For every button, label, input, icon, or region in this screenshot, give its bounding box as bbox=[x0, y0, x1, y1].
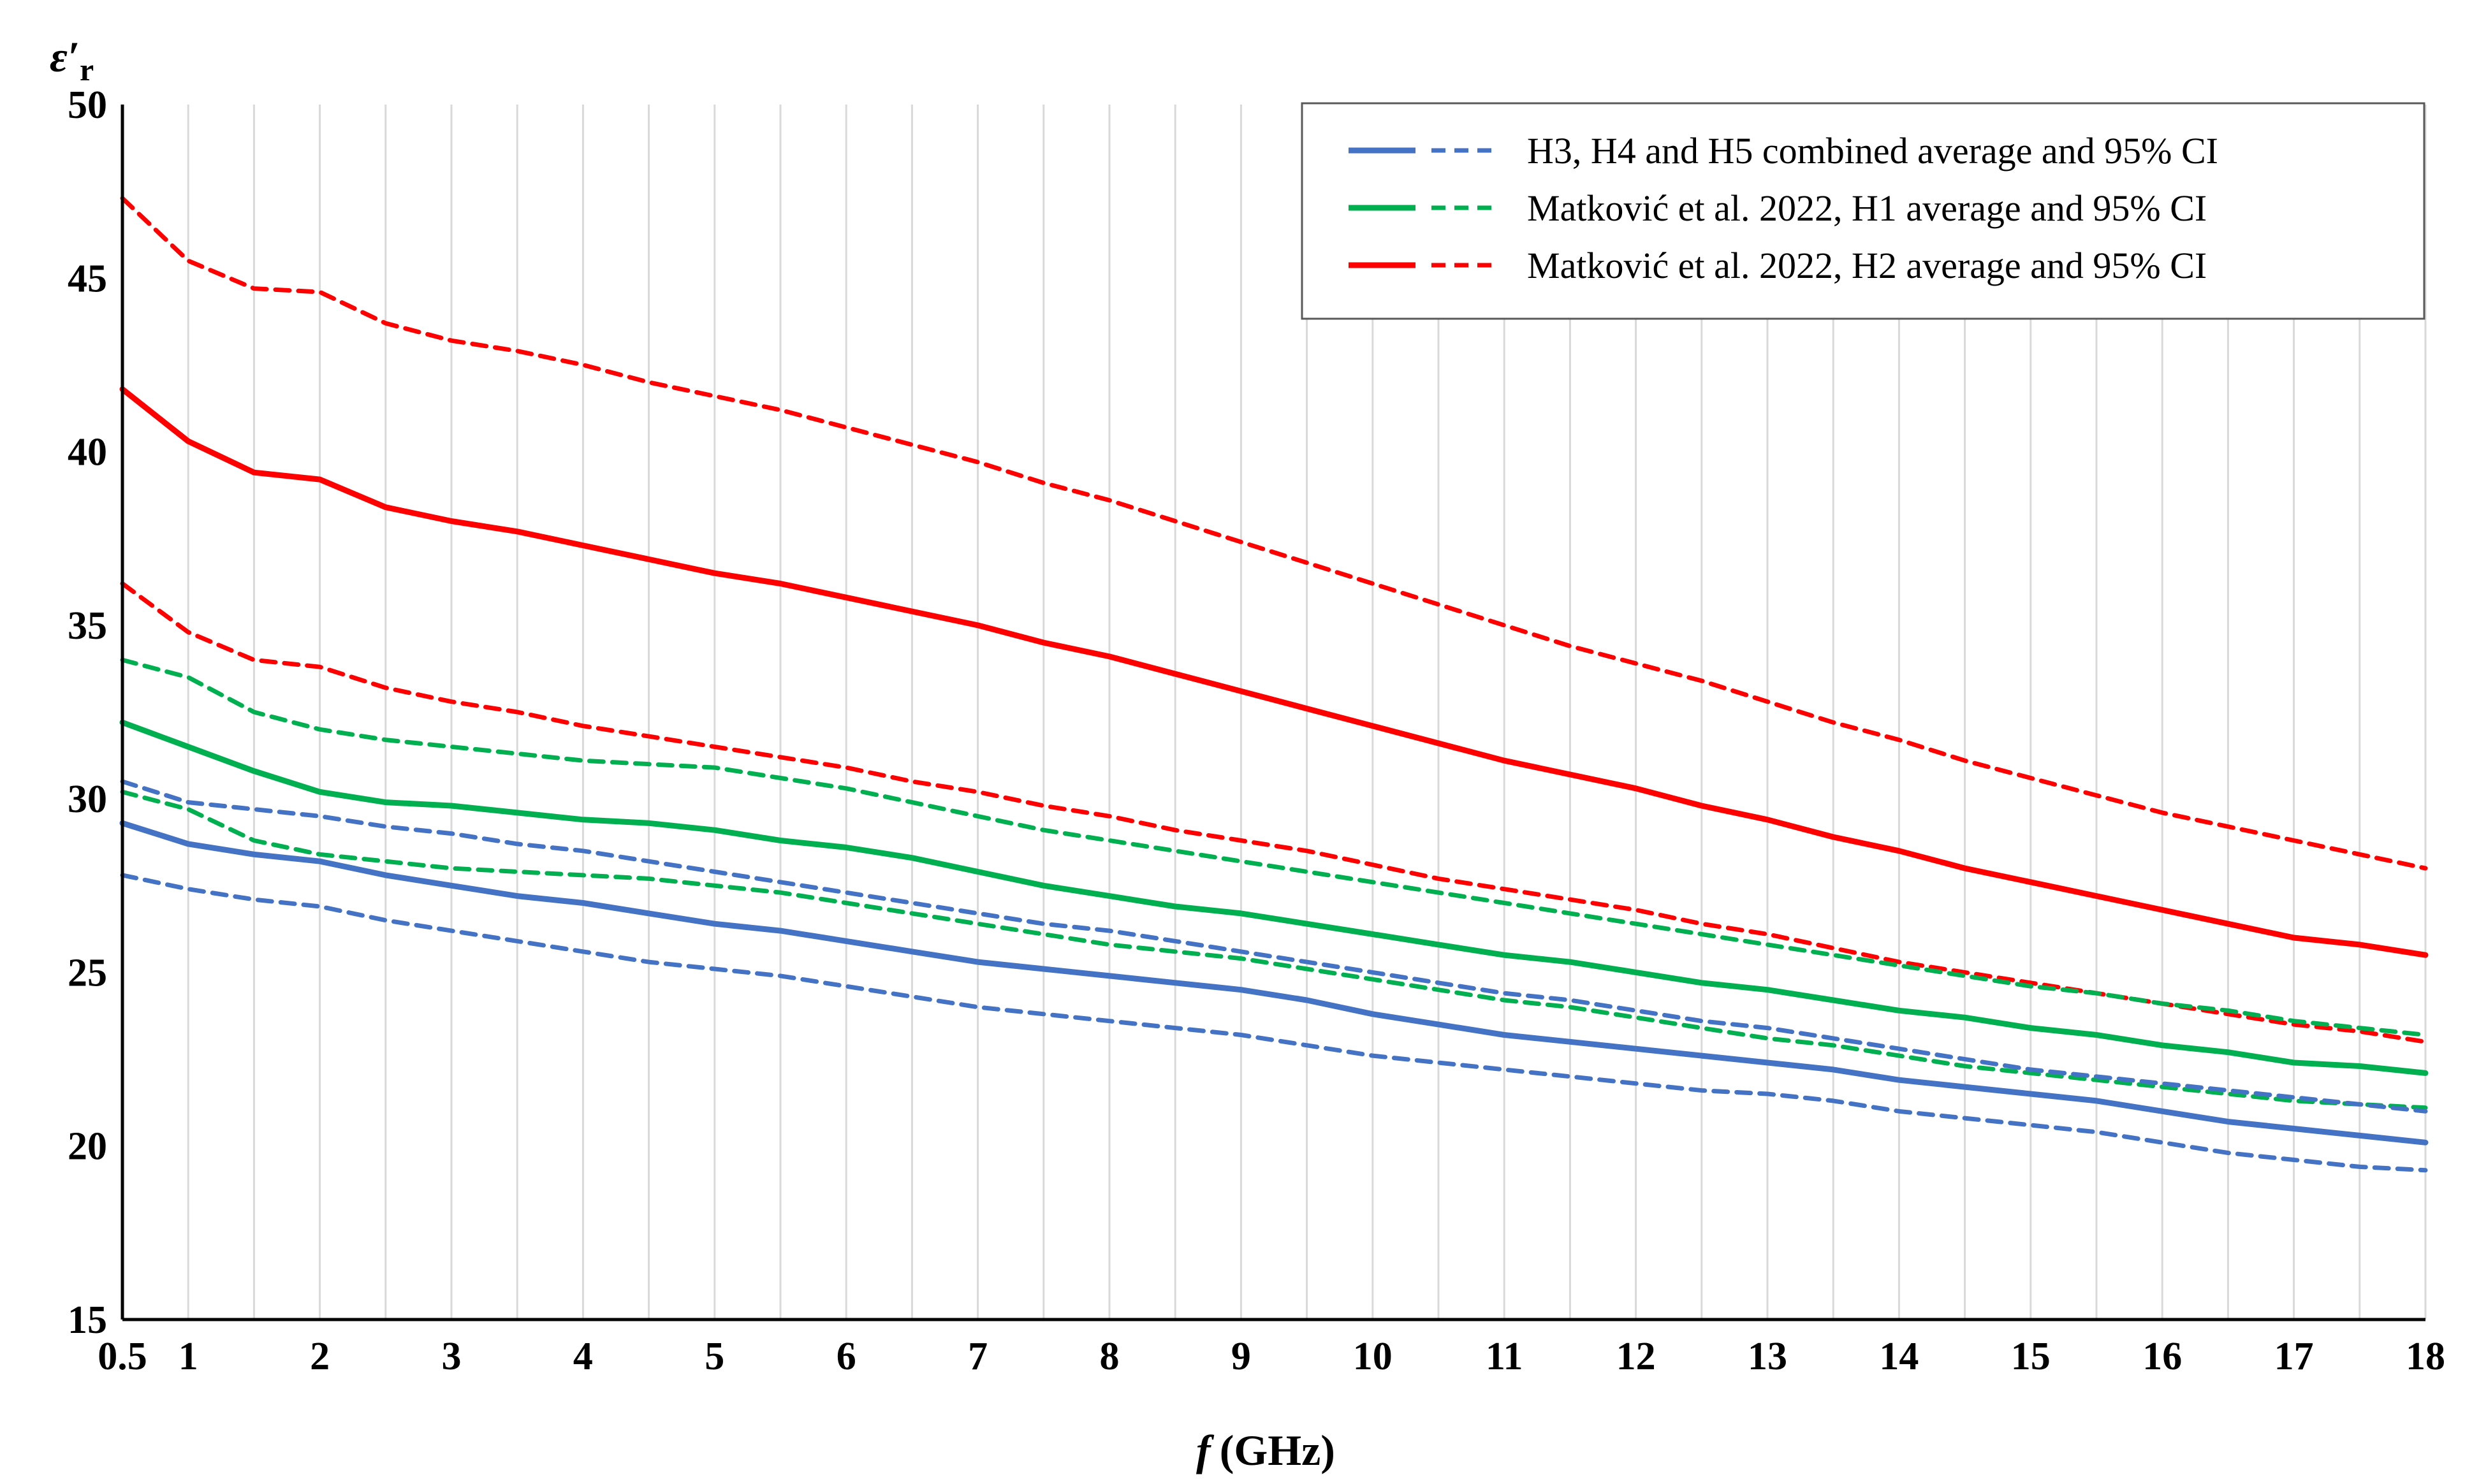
legend-label-h1: Matković et al. 2022, H1 average and 95%… bbox=[1527, 187, 2207, 229]
x-tick-label: 14 bbox=[1879, 1335, 1919, 1378]
series-line bbox=[120, 657, 2428, 1037]
axes bbox=[121, 105, 2425, 1321]
legend-box bbox=[1301, 102, 2425, 320]
y-tick-label: 30 bbox=[68, 778, 107, 821]
y-axis-subscript: r bbox=[80, 52, 94, 87]
y-tick-label: 20 bbox=[68, 1125, 107, 1168]
x-tick-label: 1 bbox=[179, 1335, 198, 1378]
y-tick-labels: 15 20 25 30 35 40 45 50 bbox=[68, 84, 107, 1342]
legend-swatches bbox=[1349, 147, 1498, 268]
x-tick-label: 13 bbox=[1748, 1335, 1787, 1378]
series-line bbox=[120, 789, 2428, 1110]
series-line bbox=[120, 196, 2428, 871]
series-line bbox=[119, 719, 2429, 1076]
x-tick-label: 2 bbox=[310, 1335, 330, 1378]
legend-label-h3-h5: H3, H4 and H5 combined average and 95% C… bbox=[1527, 130, 2218, 171]
vertical-gridlines bbox=[187, 105, 2427, 1320]
y-tick-label: 15 bbox=[68, 1298, 107, 1342]
y-tick-label: 45 bbox=[68, 257, 107, 300]
x-axis-unit: (GHz) bbox=[1220, 1426, 1335, 1474]
x-tick-label: 4 bbox=[573, 1335, 593, 1378]
x-tick-label: 8 bbox=[1100, 1335, 1120, 1378]
x-tick-label: 17 bbox=[2274, 1335, 2314, 1378]
x-axis-title: f (GHz) bbox=[1196, 1426, 1335, 1474]
x-tick-label: 5 bbox=[705, 1335, 724, 1378]
x-tick-label: 3 bbox=[442, 1335, 462, 1378]
x-tick-label: 18 bbox=[2406, 1335, 2445, 1378]
y-tick-label: 40 bbox=[68, 431, 107, 474]
x-tick-label: 7 bbox=[968, 1335, 988, 1378]
series-line bbox=[119, 820, 2429, 1146]
series-line bbox=[120, 581, 2428, 1044]
y-tick-label: 50 bbox=[68, 84, 107, 127]
series-line bbox=[120, 779, 2428, 1114]
legend-label-h2: Matković et al. 2022, H2 average and 95%… bbox=[1527, 245, 2207, 286]
data-series bbox=[119, 196, 2429, 1173]
x-tick-label: 15 bbox=[2011, 1335, 2051, 1378]
x-tick-label: 0.5 bbox=[98, 1335, 147, 1378]
series-line bbox=[119, 386, 2429, 958]
series-line bbox=[120, 873, 2428, 1173]
x-axis-symbol: f bbox=[1196, 1426, 1215, 1474]
x-tick-labels: 0.5 1 2 3 4 5 6 7 8 9 10 11 12 13 14 15 16 17 18 bbox=[98, 1335, 2445, 1378]
y-axis-symbol: ε′ bbox=[50, 33, 80, 81]
x-tick-label: 11 bbox=[1486, 1335, 1523, 1378]
x-tick-label: 10 bbox=[1353, 1335, 1393, 1378]
y-axis-title: ε′r bbox=[50, 33, 94, 87]
legend: H3, H4 and H5 combined average and 95% C… bbox=[1301, 102, 2425, 320]
x-tick-label: 9 bbox=[1231, 1335, 1251, 1378]
x-tick-label: 16 bbox=[2142, 1335, 2182, 1378]
x-tick-label: 6 bbox=[837, 1335, 856, 1378]
y-tick-label: 35 bbox=[68, 604, 107, 648]
x-tick-label: 12 bbox=[1616, 1335, 1656, 1378]
y-tick-label: 25 bbox=[68, 951, 107, 994]
